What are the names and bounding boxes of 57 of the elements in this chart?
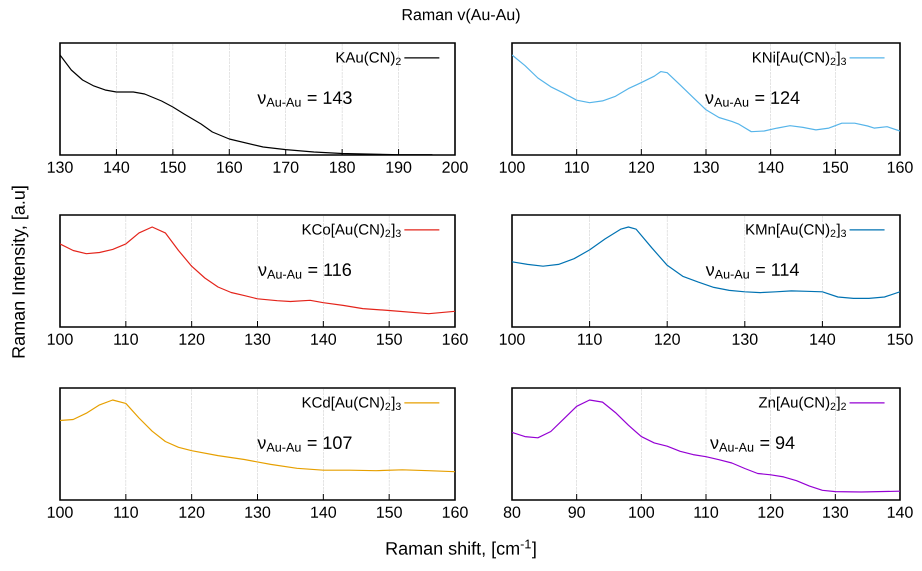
x-tick-label: 80 bbox=[504, 506, 520, 518]
x-tick-label: 190 bbox=[386, 162, 412, 173]
x-tick-label: 160 bbox=[442, 506, 468, 518]
x-tick-label: 140 bbox=[311, 334, 336, 345]
annotation: ν$_{Au-Au}$ = 114 bbox=[706, 263, 799, 279]
x-tick-label: 150 bbox=[160, 162, 186, 173]
annotation: ν$_{Au-Au}$ = 116 bbox=[258, 263, 351, 279]
x-tick-label: 150 bbox=[377, 506, 402, 518]
x-tick-label: 120 bbox=[180, 506, 204, 518]
x-tick-label: 100 bbox=[629, 506, 654, 518]
legend-label: KMn[Au(CN)$_{2}$]$_{3}$ bbox=[746, 224, 846, 238]
x-tick-label: 160 bbox=[442, 334, 468, 345]
x-tick-label: 110 bbox=[694, 506, 718, 518]
x-tick-label: 130 bbox=[48, 162, 73, 173]
legend-label: KCd[Au(CN)$_{2}$]$_{3}$ bbox=[302, 396, 401, 411]
x-tick-label: 110 bbox=[114, 334, 138, 345]
legend-label: KCo[Au(CN)$_{2}$]$_{3}$ bbox=[302, 224, 401, 238]
x-tick-label: 160 bbox=[217, 162, 242, 173]
x-tick-label: 100 bbox=[500, 334, 525, 345]
x-tick-label: 120 bbox=[655, 334, 680, 345]
x-tick-label: 140 bbox=[888, 506, 913, 518]
x-tick-label: 140 bbox=[758, 162, 784, 173]
x-tick-label: 90 bbox=[568, 506, 585, 518]
x-tick-label: 170 bbox=[274, 162, 298, 173]
annotation: ν$_{Au-Au}$ = 107 bbox=[257, 436, 352, 452]
x-tick-label: 120 bbox=[180, 334, 204, 345]
legend-label: KNi[Au(CN)$_{2}$]$_{3}$ bbox=[752, 52, 846, 66]
x-tick-label: 110 bbox=[114, 506, 138, 518]
y-axis-title: Raman Intensity, [a.u] bbox=[12, 186, 28, 358]
x-tick-label: 140 bbox=[810, 334, 836, 345]
x-tick-label: 100 bbox=[48, 506, 73, 518]
x-tick-label: 130 bbox=[245, 506, 270, 518]
x-tick-label: 150 bbox=[888, 334, 913, 345]
x-tick-label: 110 bbox=[565, 162, 589, 173]
x-tick-label: 140 bbox=[311, 506, 336, 518]
x-tick-label: 100 bbox=[48, 334, 73, 345]
annotation: ν$_{Au-Au}$ = 124 bbox=[705, 91, 800, 107]
x-tick-label: 130 bbox=[732, 334, 758, 345]
x-tick-label: 160 bbox=[888, 162, 913, 173]
x-axis-title: Raman shift, [cm$^{-1}$] bbox=[386, 540, 536, 558]
annotation: ν$_{Au-Au}$ = 94 bbox=[710, 436, 795, 452]
x-tick-label: 150 bbox=[823, 162, 848, 173]
x-tick-label: 130 bbox=[245, 334, 270, 345]
chart-title: Raman v(Au-Au) bbox=[402, 8, 520, 24]
x-tick-label: 200 bbox=[442, 162, 468, 173]
legend-label: KAu(CN)$_{2}$ bbox=[336, 52, 401, 66]
x-tick-label: 140 bbox=[104, 162, 130, 173]
x-tick-label: 100 bbox=[500, 162, 525, 173]
annotation: ν$_{Au-Au}$ = 143 bbox=[257, 91, 352, 107]
x-tick-label: 120 bbox=[629, 162, 654, 173]
x-tick-label: 130 bbox=[694, 162, 719, 173]
legend-label: Zn[Au(CN)$_{2}$]$_{2}$ bbox=[758, 396, 846, 411]
x-tick-label: 130 bbox=[823, 506, 848, 518]
x-tick-label: 150 bbox=[377, 334, 402, 345]
x-tick-label: 110 bbox=[578, 334, 602, 345]
x-tick-label: 120 bbox=[758, 506, 784, 518]
x-tick-label: 180 bbox=[330, 162, 355, 173]
